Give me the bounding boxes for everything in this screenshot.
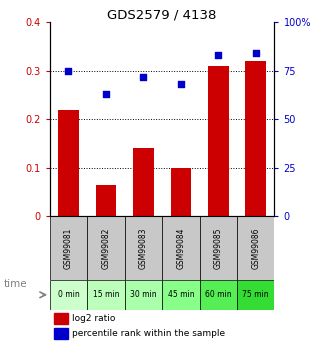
Bar (54, 328, 68, 339)
Bar (200, 280, 237, 310)
Text: GSM99082: GSM99082 (101, 227, 110, 269)
Text: 30 min: 30 min (130, 290, 157, 299)
Bar (162, 216, 200, 280)
Text: 15 min: 15 min (93, 290, 119, 299)
Bar (58, 110, 79, 216)
Bar (50, 280, 87, 310)
Bar (162, 280, 200, 310)
Bar (87, 280, 125, 310)
Bar (237, 280, 274, 310)
Title: GDS2579 / 4138: GDS2579 / 4138 (108, 8, 217, 21)
Point (253, 51, 258, 56)
Text: GSM99081: GSM99081 (64, 227, 73, 269)
Bar (170, 168, 191, 216)
Text: log2 ratio: log2 ratio (72, 314, 116, 323)
Bar (125, 280, 162, 310)
Text: 45 min: 45 min (168, 290, 194, 299)
Text: GSM99083: GSM99083 (139, 227, 148, 269)
Text: time: time (3, 279, 27, 289)
Bar (133, 148, 154, 216)
Text: percentile rank within the sample: percentile rank within the sample (72, 329, 225, 338)
Point (141, 74, 146, 79)
Text: GSM99084: GSM99084 (176, 227, 185, 269)
Bar (87, 216, 125, 280)
Bar (237, 216, 274, 280)
Text: 75 min: 75 min (242, 290, 269, 299)
Point (103, 91, 108, 97)
Point (216, 53, 221, 58)
Bar (208, 66, 229, 216)
Point (178, 82, 183, 87)
Text: GSM99086: GSM99086 (251, 227, 260, 269)
Bar (200, 216, 237, 280)
Bar (246, 61, 266, 216)
Bar (50, 216, 87, 280)
Bar (96, 185, 116, 216)
Text: GSM99085: GSM99085 (214, 227, 223, 269)
Text: 60 min: 60 min (205, 290, 231, 299)
Text: 0 min: 0 min (57, 290, 79, 299)
Point (66, 68, 71, 74)
Bar (54, 313, 68, 324)
Bar (125, 216, 162, 280)
